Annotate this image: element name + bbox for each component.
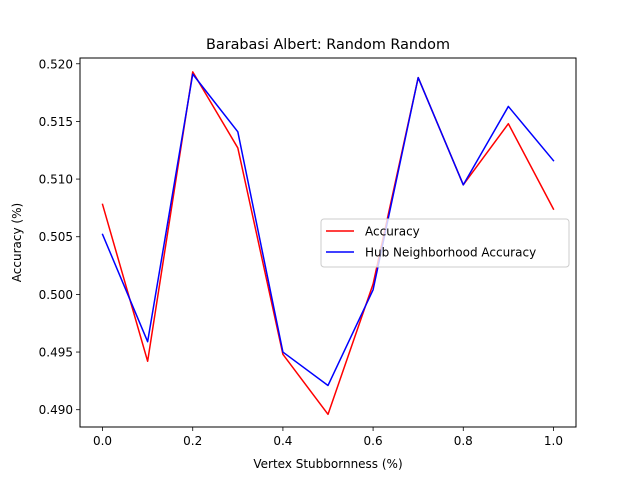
x-tick-label: 0.6	[364, 434, 383, 448]
y-tick-label: 0.490	[39, 403, 73, 417]
legend-label-accuracy: Accuracy	[365, 225, 420, 239]
x-tick-label: 0.2	[183, 434, 202, 448]
legend-box	[320, 218, 570, 268]
x-tick-label: 1.0	[544, 434, 563, 448]
y-tick-label: 0.515	[39, 115, 73, 129]
x-tick-label: 0.8	[454, 434, 473, 448]
x-tick-label: 0.4	[273, 434, 292, 448]
plot-frame	[79, 57, 577, 428]
y-axis-label: Accuracy (%)	[10, 203, 24, 282]
legend-label-hub-neighborhood-accuracy: Hub Neighborhood Accuracy	[365, 246, 536, 260]
y-tick-label: 0.505	[39, 230, 73, 244]
chart-title: Barabasi Albert: Random Random	[206, 37, 450, 53]
y-axis: 0.490 0.495 0.500 0.505 0.510 0.515 0.520	[39, 57, 80, 417]
y-tick-label: 0.500	[39, 288, 73, 302]
series-line-0	[101, 71, 555, 416]
y-tick-label: 0.510	[39, 173, 73, 187]
y-tick-label: 0.520	[39, 57, 73, 71]
legend: Accuracy Hub Neighborhood Accuracy	[320, 218, 570, 268]
y-tick-label: 0.495	[39, 346, 73, 360]
x-tick-label: 0.0	[93, 434, 112, 448]
series-line-1	[101, 73, 555, 387]
series-layer	[101, 71, 555, 416]
x-axis: 0.0 0.2 0.4 0.6 0.8 1.0	[93, 427, 563, 448]
x-axis-label: Vertex Stubbornness (%)	[253, 457, 402, 471]
